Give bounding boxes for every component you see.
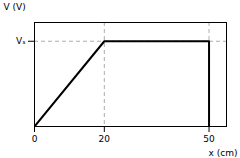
svg-text:20: 20 bbox=[99, 134, 111, 144]
svg-text:V (V): V (V) bbox=[4, 2, 26, 12]
svg-text:x (cm): x (cm) bbox=[209, 148, 238, 158]
svg-text:Vₛ: Vₛ bbox=[16, 36, 26, 46]
svg-text:50: 50 bbox=[203, 134, 215, 144]
svg-text:0: 0 bbox=[32, 134, 38, 144]
